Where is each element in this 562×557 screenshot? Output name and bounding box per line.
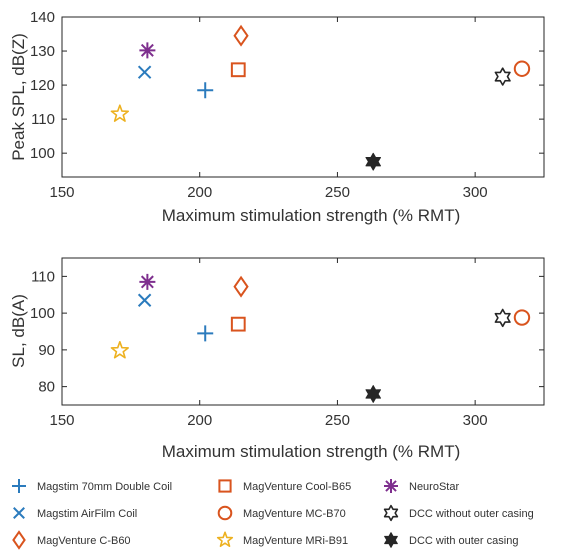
sl-x-axis-label: Maximum stimulation strength (% RMT) — [162, 442, 461, 461]
sl-y-tick-label: 90 — [38, 342, 55, 359]
sl-y-tick-label: 100 — [30, 305, 55, 322]
sl-point-magventure-cool-b65 — [230, 316, 246, 332]
peak-spl-markers — [110, 24, 531, 171]
peak-spl-y-tick-label: 120 — [30, 77, 55, 94]
legend-marker-dcc-without-outer-casing — [383, 504, 399, 522]
peak-spl-point-dcc-with-outer-casing — [365, 152, 382, 171]
sl-x-tick-label: 150 — [49, 412, 74, 429]
legend-label-magventure-c-b60: MagVenture C-B60 — [37, 535, 131, 547]
peak-spl-x-tick-label: 200 — [187, 184, 212, 201]
legend-label-dcc-with-outer-casing: DCC with outer casing — [409, 535, 518, 547]
legend-label-magventure-mri-b91: MagVenture MRi-B91 — [243, 535, 348, 547]
legend: Magstim 70mm Double Coil MagVenture Cool-… — [12, 479, 534, 550]
peak-spl-y-tick-label: 140 — [30, 9, 55, 26]
sl-point-magstim-airfilm-coil — [137, 293, 152, 307]
sl-x-tick-label: 300 — [463, 412, 488, 429]
sl-x-tick-label: 200 — [187, 412, 212, 429]
legend-label-neurostar: NeuroStar — [409, 481, 459, 493]
legend-label-magstim-airfilm-coil: Magstim AirFilm Coil — [37, 508, 137, 520]
peak-spl-point-magventure-c-b60 — [233, 24, 249, 47]
peak-spl-panel: Peak SPL, dB(Z) Maximum stimulation stre… — [9, 9, 545, 225]
legend-marker-magstim-70mm-double-coil — [12, 479, 26, 493]
peak-spl-x-axis-label: Maximum stimulation strength (% RMT) — [162, 206, 461, 225]
sl-y-axis-label: SL, dB(A) — [9, 294, 28, 368]
legend-marker-magventure-mri-b91 — [216, 531, 234, 548]
sl-point-dcc-with-outer-casing — [365, 385, 382, 403]
legend-marker-magstim-airfilm-coil — [13, 507, 25, 519]
sl-y-tick-label: 110 — [31, 268, 55, 285]
sl-point-magstim-70mm-double-coil — [197, 325, 214, 342]
peak-spl-x-tick-label: 250 — [325, 184, 350, 201]
legend-marker-neurostar — [384, 479, 398, 493]
peak-spl-point-magventure-cool-b65 — [230, 62, 246, 78]
peak-spl-point-neurostar — [139, 42, 156, 59]
peak-spl-y-axis-label: Peak SPL, dB(Z) — [9, 33, 28, 161]
sl-markers — [110, 273, 531, 403]
sl-y-tick-label: 80 — [38, 379, 55, 396]
peak-spl-point-dcc-without-outer-casing — [494, 67, 511, 86]
legend-marker-magventure-cool-b65 — [218, 479, 232, 493]
sl-ticks: 150 200 250 300 80 90 100 110 — [30, 258, 544, 429]
peak-spl-point-magventure-mri-b91 — [110, 104, 130, 122]
peak-spl-x-tick-label: 300 — [463, 184, 488, 201]
peak-spl-y-tick-label: 100 — [30, 145, 55, 162]
sl-point-magventure-mc-b70 — [513, 309, 531, 326]
peak-spl-y-tick-label: 130 — [30, 43, 55, 60]
legend-label-dcc-without-outer-casing: DCC without outer casing — [409, 508, 534, 520]
legend-marker-magventure-c-b60 — [12, 530, 26, 550]
peak-spl-point-magventure-mc-b70 — [513, 60, 531, 77]
sl-point-dcc-without-outer-casing — [494, 308, 511, 328]
legend-marker-dcc-with-outer-casing — [384, 532, 398, 548]
sl-point-magventure-mri-b91 — [110, 341, 130, 359]
sl-x-tick-label: 250 — [325, 412, 350, 429]
sl-panel: SL, dB(A) Maximum stimulation strength (… — [9, 257, 545, 461]
peak-spl-x-tick-label: 150 — [49, 184, 74, 201]
legend-label-magventure-mc-b70: MagVenture MC-B70 — [243, 508, 346, 520]
sl-point-magventure-c-b60 — [233, 275, 249, 298]
peak-spl-y-tick-label: 110 — [31, 111, 55, 128]
peak-spl-plot-frame — [61, 16, 545, 178]
peak-spl-point-magstim-airfilm-coil — [137, 65, 152, 79]
legend-marker-magventure-mc-b70 — [217, 505, 233, 521]
sl-plot-frame — [61, 257, 545, 406]
peak-spl-point-magstim-70mm-double-coil — [197, 82, 214, 99]
sl-point-neurostar — [139, 273, 156, 290]
peak-spl-ticks: 150 200 250 300 100 110 120 130 140 — [30, 9, 544, 201]
legend-label-magstim-70mm-double-coil: Magstim 70mm Double Coil — [37, 481, 172, 493]
legend-label-magventure-cool-b65: MagVenture Cool-B65 — [243, 481, 351, 493]
